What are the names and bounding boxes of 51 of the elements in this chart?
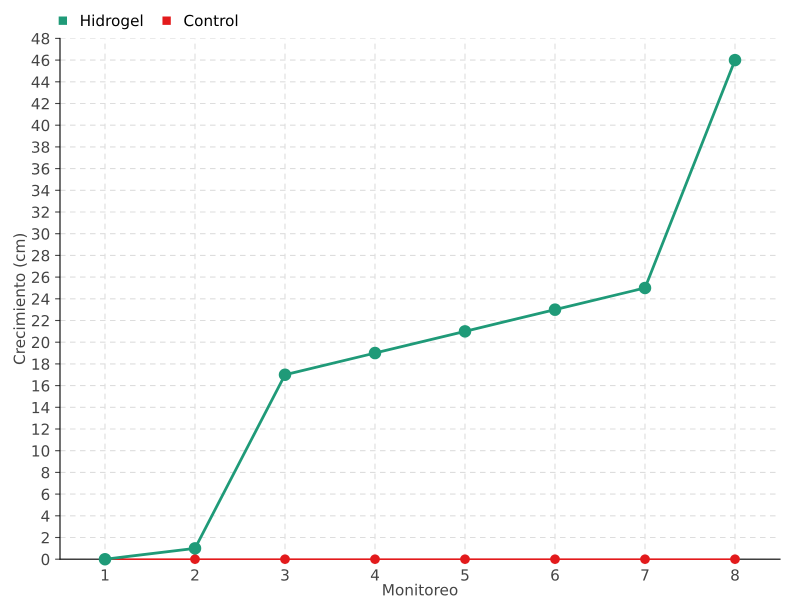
y-tick-label: 4 (41, 510, 50, 522)
y-tick-label: 38 (32, 141, 50, 153)
y-tick-label: 46 (32, 54, 50, 66)
point (458, 325, 472, 338)
point (460, 554, 470, 564)
point (280, 554, 290, 564)
point (728, 54, 742, 66)
point (188, 542, 202, 555)
y-tick-label: 18 (32, 358, 50, 370)
y-tick-label: 44 (32, 76, 50, 88)
point (730, 554, 740, 564)
y-tick-label: 8 (42, 466, 50, 478)
legend-label: Control (184, 14, 238, 26)
y-tick-label: 24 (32, 293, 50, 305)
point (190, 554, 200, 564)
x-tick-label: 6 (551, 569, 559, 581)
x-tick-label: 2 (191, 569, 198, 581)
y-tick-label: 26 (32, 272, 50, 284)
y-tick-label: 48 (32, 32, 50, 44)
point (640, 554, 650, 564)
y-tick-label: 12 (32, 423, 49, 435)
y-tick-label: 32 (32, 206, 49, 218)
y-tick-label: 22 (32, 314, 49, 326)
point (548, 303, 562, 316)
y-tick-label: 34 (32, 184, 50, 196)
x-tick-label: 5 (461, 569, 469, 581)
y-tick-label: 20 (32, 336, 50, 348)
y-tick-label: 36 (32, 163, 50, 175)
x-tick-label: 7 (641, 569, 649, 581)
point (368, 346, 382, 360)
x-tick-label: 3 (281, 569, 289, 581)
y-tick-label: 14 (32, 402, 50, 414)
y-axis-title: Crecimiento (cm) (13, 234, 27, 364)
x-tick-label: 8 (731, 569, 739, 581)
point (278, 368, 292, 381)
legend-label: Hidrogel (81, 14, 142, 30)
point (638, 282, 652, 294)
x-axis-title: Monitoreo (383, 584, 458, 596)
y-tick-label: 28 (32, 250, 50, 262)
y-tick-label: 6 (42, 488, 50, 500)
y-tick-label: 2 (42, 532, 49, 544)
y-tick-label: 30 (32, 228, 50, 240)
y-tick-label: 40 (32, 120, 50, 132)
point (550, 554, 560, 564)
x-tick-label: 1 (102, 569, 108, 581)
y-tick-label: 16 (32, 380, 50, 392)
y-tick-label: 10 (32, 445, 50, 457)
x-tick-label: 4 (370, 569, 380, 581)
y-tick-label: 0 (42, 554, 50, 566)
point (370, 554, 380, 564)
y-tick-label: 42 (32, 98, 49, 110)
